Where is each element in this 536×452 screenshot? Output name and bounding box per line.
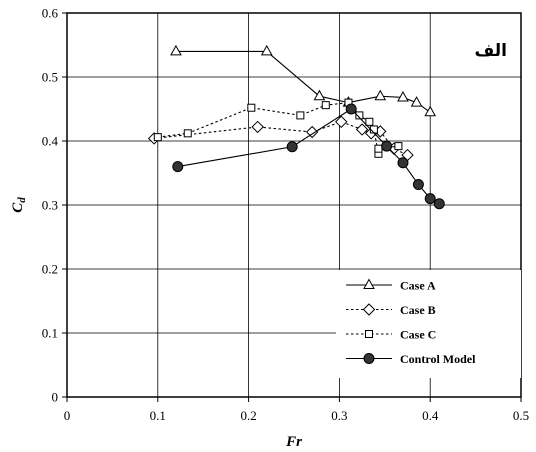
legend-marker-control-model	[363, 353, 375, 364]
tick-layer: 0 0.1 0.2 0.3 0.4 0.5 0 0.1 0.2 0.3 0.4 0.5 0.6	[42, 6, 529, 424]
y-tick-label: 0.6	[42, 6, 59, 21]
data-point-case-c	[394, 142, 403, 151]
data-point-control-model	[424, 193, 436, 205]
data-point-control-model	[345, 103, 357, 115]
legend-label-case-a: Case A	[400, 279, 436, 293]
series-layer	[147, 44, 445, 210]
x-tick-label: 0.2	[240, 408, 256, 423]
x-tick-label: 0.1	[150, 408, 166, 423]
data-point-case-c	[247, 103, 256, 112]
legend-label-case-c: Case C	[400, 328, 436, 342]
data-point-case-c	[183, 129, 192, 138]
data-point-case-c	[374, 144, 383, 153]
y-tick-label: 0.4	[42, 134, 59, 149]
data-point-control-model	[433, 198, 445, 210]
x-axis-title: Fr	[285, 434, 302, 450]
data-point-case-a	[170, 44, 182, 56]
series-line-case-b	[154, 121, 408, 156]
panel-label: الف	[475, 41, 507, 61]
data-point-case-a	[374, 89, 387, 101]
data-point-case-c	[153, 133, 162, 142]
legend-marker-case-a	[363, 278, 375, 289]
data-point-case-b	[355, 123, 369, 136]
data-point-control-model	[172, 161, 184, 173]
data-point-case-a	[397, 90, 409, 102]
x-tick-label: 0.3	[331, 408, 347, 423]
x-tick-label: 0	[64, 408, 71, 423]
grid-layer	[67, 13, 521, 397]
y-tick-label: 0.1	[42, 326, 58, 341]
x-tick-label: 0.5	[513, 408, 529, 423]
x-tick-label: 0.4	[422, 408, 439, 423]
data-point-case-a	[410, 96, 423, 107]
y-tick-label: 0.3	[42, 198, 58, 213]
data-point-control-model	[381, 140, 393, 152]
y-tick-label: 0.5	[42, 70, 58, 85]
data-point-case-c	[296, 111, 305, 120]
series-line-case-a	[175, 50, 431, 113]
legend-label-case-b: Case B	[400, 303, 436, 317]
data-point-control-model	[397, 157, 409, 169]
legend-label-control-model: Control Model	[400, 352, 476, 366]
series-case-a	[170, 44, 437, 117]
data-point-case-c	[365, 117, 374, 126]
data-point-case-c	[321, 101, 330, 110]
y-axis-title-sub: d	[16, 197, 28, 203]
y-axis-title: Cd	[10, 197, 28, 213]
data-point-case-a	[260, 44, 273, 56]
data-point-control-model	[286, 141, 298, 153]
data-point-case-b	[305, 125, 319, 139]
legend-marker-case-b	[362, 303, 376, 316]
data-point-case-c	[355, 111, 364, 120]
data-point-case-a	[313, 89, 326, 101]
legend: Case A Case B Case C Control Model	[336, 270, 521, 378]
y-tick-label: 0	[52, 390, 59, 405]
y-axis-title-main: C	[10, 202, 26, 213]
series-control-model	[172, 103, 445, 210]
data-point-case-b	[251, 120, 264, 134]
data-point-control-model	[412, 179, 424, 191]
data-point-case-b	[335, 115, 348, 129]
data-point-case-a	[424, 105, 437, 117]
y-tick-label: 0.2	[42, 262, 58, 277]
series-line-control-model	[177, 108, 440, 205]
legend-marker-case-c	[365, 330, 373, 338]
